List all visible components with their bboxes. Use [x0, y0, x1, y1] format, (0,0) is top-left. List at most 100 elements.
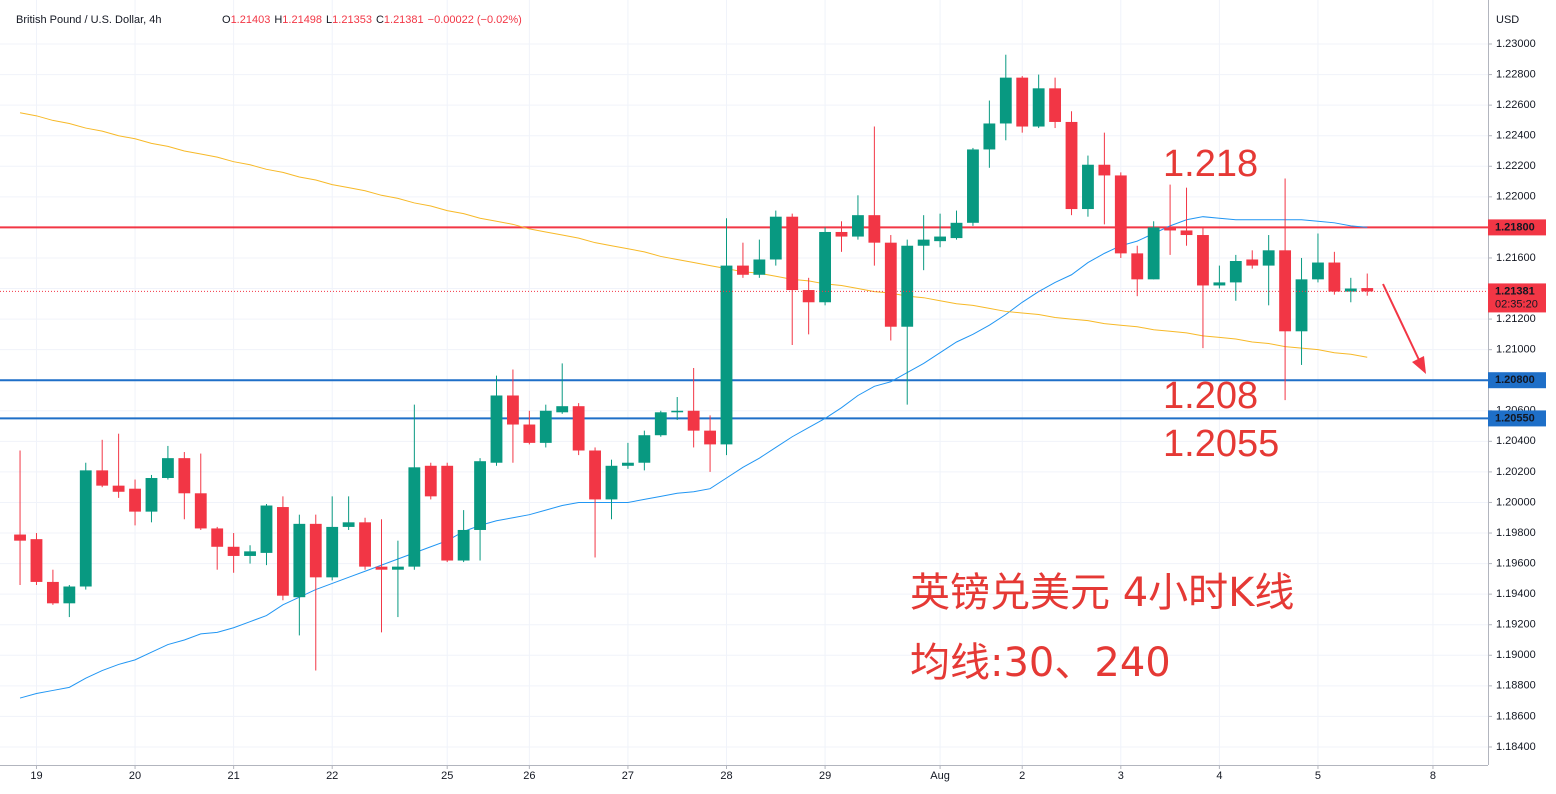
candle-body: [769, 216, 782, 260]
candle-body: [309, 523, 322, 578]
candle-body: [342, 522, 355, 527]
candle-body: [1295, 279, 1308, 332]
candle-body: [211, 528, 224, 547]
candle-body: [671, 410, 684, 413]
candle-body: [1312, 262, 1324, 280]
currency-label: USD: [1496, 14, 1519, 26]
candle-body: [835, 231, 848, 237]
candle-body: [523, 424, 536, 443]
y-tick-label: 1.20200: [1496, 466, 1536, 478]
y-tick-label: 1.22200: [1496, 160, 1536, 172]
last-price-label: 1.21381: [1495, 285, 1535, 297]
candle-body: [1180, 230, 1193, 236]
candle-body: [178, 458, 191, 494]
candle-body: [687, 410, 700, 431]
countdown-label: 02:35:20: [1495, 298, 1538, 310]
candle-body: [326, 526, 339, 578]
y-tick-label: 1.22400: [1496, 130, 1536, 142]
candle-body: [654, 412, 667, 436]
x-tick-label: 19: [30, 770, 42, 782]
price-line-label: 1.21800: [1495, 221, 1535, 233]
ohlc-change: −0.00022 (−0.02%): [428, 14, 522, 26]
x-tick-label: 8: [1430, 770, 1436, 782]
y-tick-label: 1.19600: [1496, 557, 1536, 569]
ohlc-key: C: [376, 14, 384, 26]
candle-body: [375, 566, 388, 570]
candle-body: [129, 488, 141, 512]
x-tick-label: 25: [441, 770, 453, 782]
ohlc-key: H: [274, 14, 282, 26]
candle-body: [1328, 262, 1341, 292]
candle-body: [589, 450, 601, 500]
candle-body: [457, 529, 470, 561]
candle-body: [1279, 250, 1292, 332]
y-tick-label: 1.21600: [1496, 252, 1536, 264]
candle-body: [934, 236, 946, 242]
candle-body: [572, 406, 585, 451]
candle-body: [408, 467, 421, 567]
ohlc-value: 1.21353: [332, 14, 372, 26]
y-tick-label: 1.22000: [1496, 191, 1536, 203]
candle-body: [145, 478, 158, 512]
y-tick-label: 1.18400: [1496, 741, 1536, 753]
candle-body: [1098, 164, 1111, 176]
x-tick-label: 29: [819, 770, 831, 782]
annotation: 1.2055: [1163, 423, 1279, 465]
x-tick-label: 4: [1216, 770, 1222, 782]
candle-body: [1213, 282, 1226, 286]
candle-body: [753, 259, 766, 275]
last-price-box: [1488, 283, 1546, 313]
ohlc-value: 1.21403: [231, 14, 271, 26]
ohlc-key: L: [326, 14, 332, 26]
candle-body: [802, 290, 815, 303]
candle-body: [490, 395, 503, 463]
annotation: 英镑兑美元 4小时K线: [910, 570, 1294, 616]
candle-body: [967, 149, 979, 223]
y-tick-label: 1.21200: [1496, 313, 1536, 325]
candle-body: [1164, 227, 1177, 231]
header: British Pound / U.S. Dollar, 4h O1.21403 H…: [16, 14, 522, 26]
candle-body: [605, 465, 618, 500]
candle-body: [1065, 121, 1078, 210]
candle-body: [852, 215, 864, 237]
x-tick-label: 21: [227, 770, 239, 782]
candle-body: [819, 231, 831, 303]
candle-body: [293, 523, 306, 598]
ohlc-value: 1.21381: [384, 14, 424, 26]
candle-body: [1262, 250, 1275, 266]
y-tick-label: 1.19200: [1496, 619, 1536, 631]
candle-body: [441, 465, 454, 561]
candle-body: [884, 242, 897, 327]
moving-average: [19, 112, 1368, 358]
candle-body: [227, 546, 240, 556]
candle-body: [1147, 227, 1160, 280]
x-tick-label: 28: [720, 770, 732, 782]
y-tick-label: 1.23000: [1496, 38, 1536, 50]
candle-body: [96, 470, 109, 486]
price-line-label-box: [1488, 372, 1546, 389]
candle-body: [983, 123, 996, 150]
ohlc-key: O: [222, 14, 231, 26]
y-tick-label: 1.18800: [1496, 680, 1536, 692]
y-tick-label: 1.19400: [1496, 588, 1536, 600]
candle-body: [917, 239, 930, 246]
candle-body: [30, 539, 43, 582]
y-tick-label: 1.18600: [1496, 710, 1536, 722]
x-tick-label: 5: [1315, 770, 1321, 782]
y-tick-label: 1.19800: [1496, 527, 1536, 539]
candle-body: [1032, 88, 1045, 127]
candle-body: [704, 430, 716, 445]
candle-body: [194, 493, 207, 529]
price-line-label-box: [1488, 219, 1546, 236]
candle-body: [1114, 175, 1127, 254]
x-tick-label: 22: [326, 770, 338, 782]
candle-body: [392, 566, 404, 570]
x-tick-label: 3: [1118, 770, 1124, 782]
candle-body: [999, 77, 1012, 124]
candle-body: [1131, 253, 1144, 280]
candle-body: [161, 458, 174, 479]
candle-body: [638, 435, 651, 463]
candle-body: [46, 581, 59, 604]
